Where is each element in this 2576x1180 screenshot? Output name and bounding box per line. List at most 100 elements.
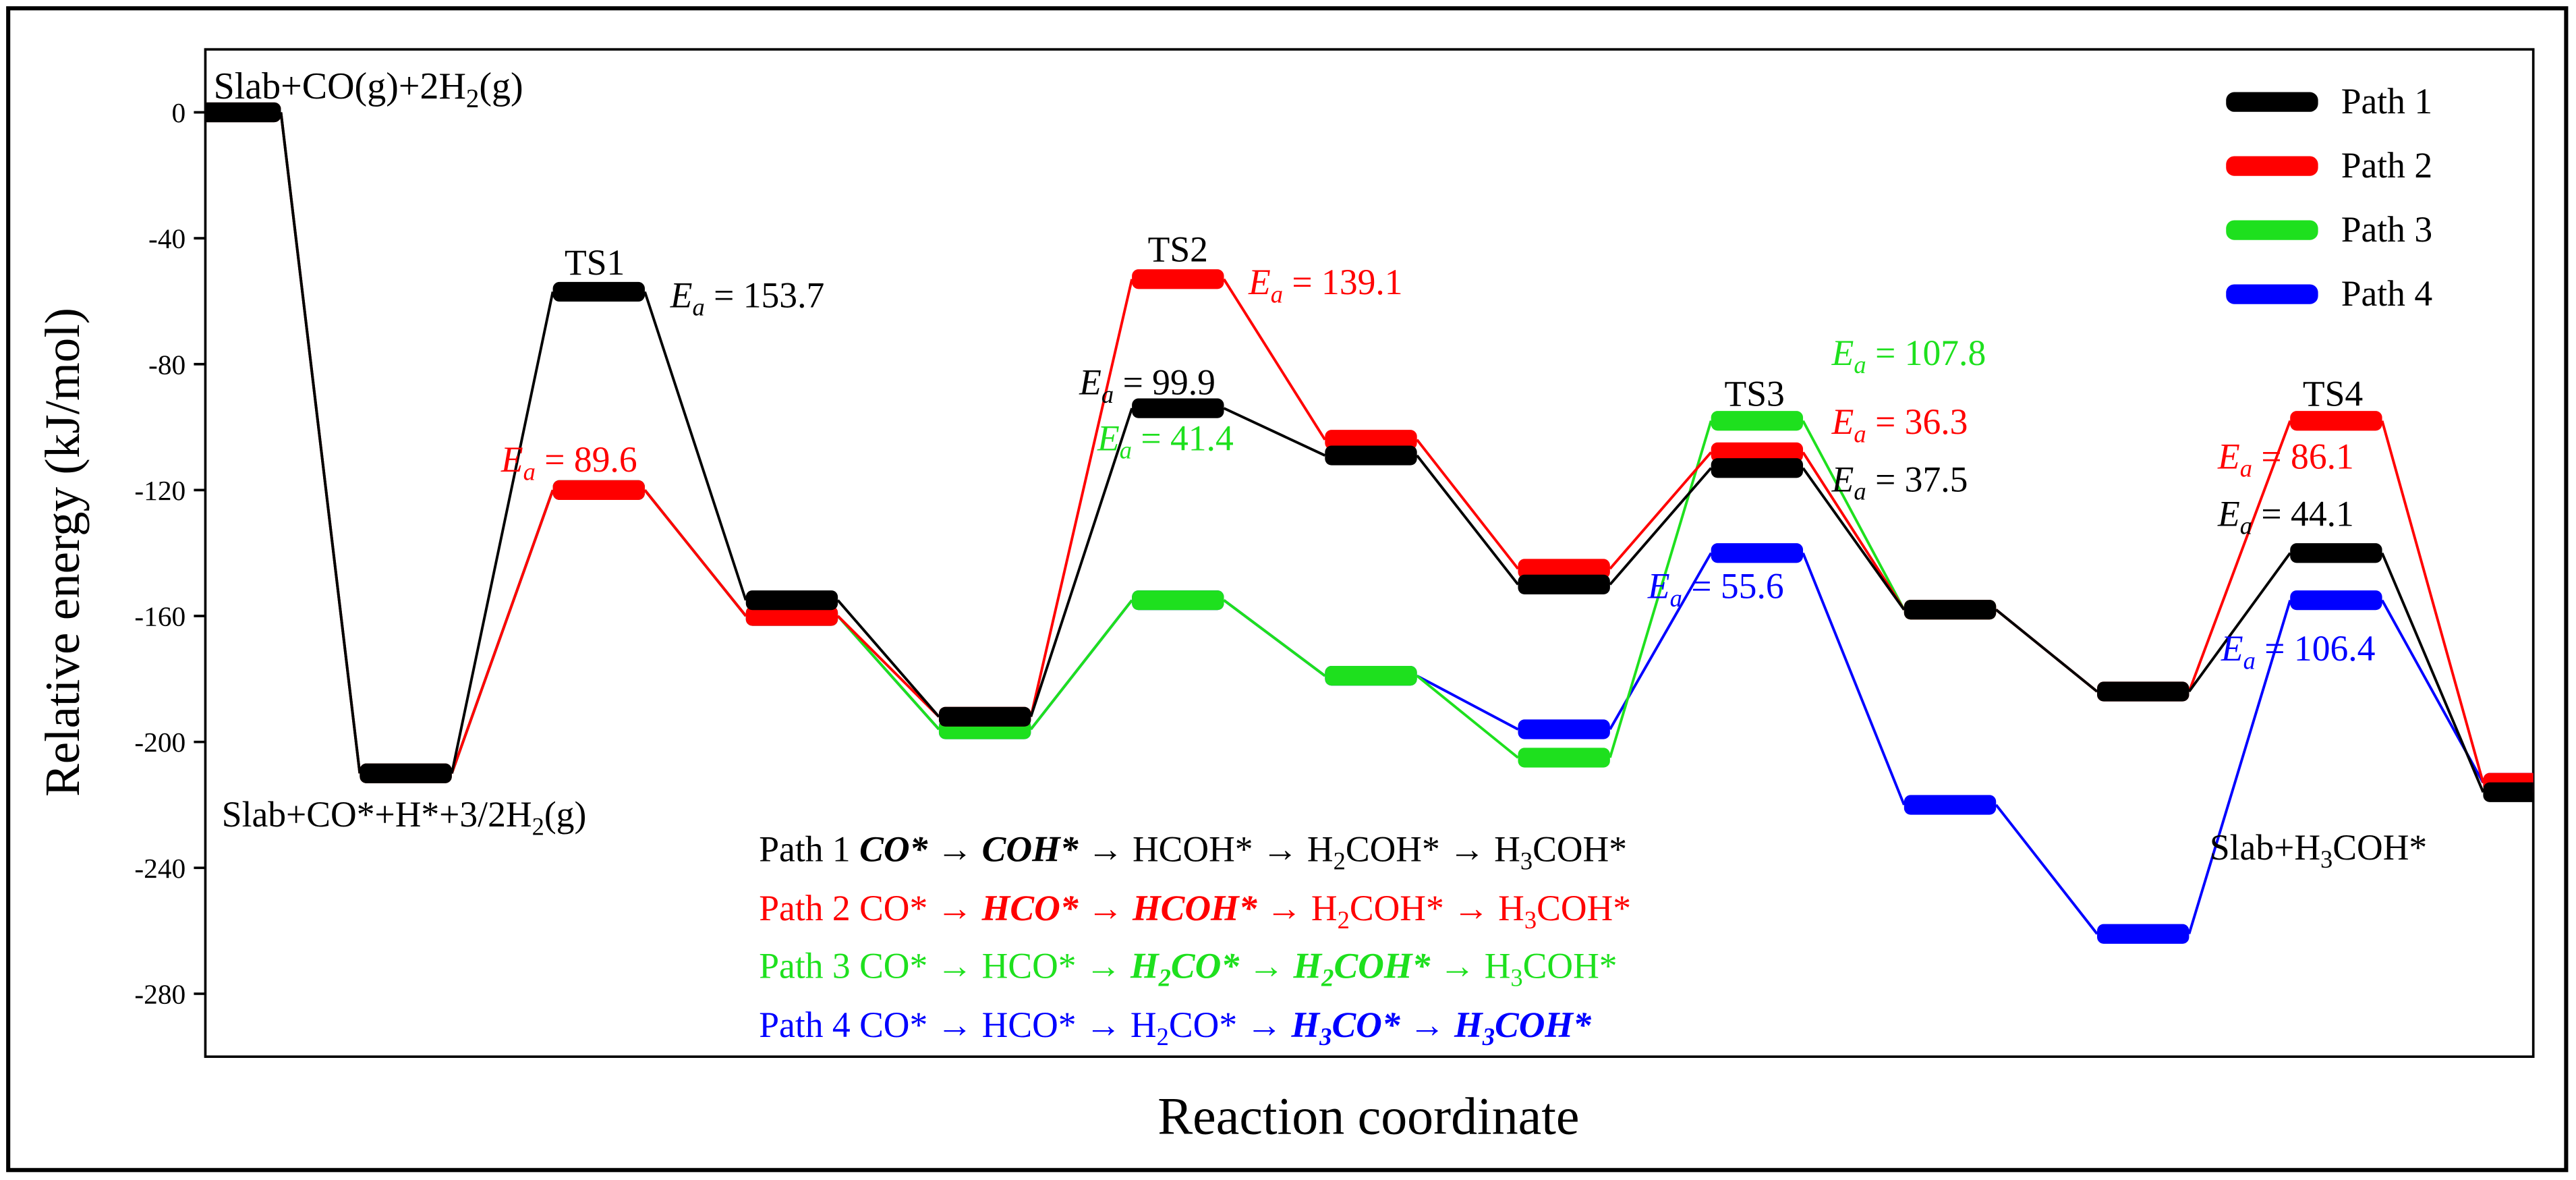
y-axis-title: Relative energy (kJ/mol) <box>35 308 90 797</box>
annotation-part: CO* <box>1332 1005 1400 1045</box>
y-tick-label: -120 <box>134 475 185 506</box>
connector <box>1223 599 1326 677</box>
annotation: Ea = 37.5 <box>1831 459 1968 505</box>
connector <box>2187 420 2292 692</box>
annotation-part: 3 <box>1510 963 1522 991</box>
annotation: Ea = 41.4 <box>1097 418 1234 463</box>
y-tick-label: 0 <box>172 97 186 128</box>
annotation: Ea = 89.6 <box>500 439 637 485</box>
annotation-part: = 55.6 <box>1682 566 1784 607</box>
annotation-part: a <box>1854 478 1866 505</box>
annotation-part: = 36.3 <box>1866 401 1968 442</box>
y-tick-label: -280 <box>134 979 185 1010</box>
energy-level <box>1132 398 1224 418</box>
annotation-part: E <box>1831 459 1854 499</box>
annotation-part: Slab+H <box>2210 827 2320 868</box>
annotation-part: E <box>670 275 693 316</box>
annotation: Ea = 107.8 <box>1831 333 1986 378</box>
connector <box>1802 420 1906 611</box>
energy-level <box>1132 590 1224 611</box>
annotation-part: E <box>1248 262 1271 302</box>
annotation-part: 2 <box>532 812 544 840</box>
legend-label: Path 2 <box>2341 145 2432 186</box>
annotation-part: E <box>1647 566 1670 607</box>
annotation-part: = 107.8 <box>1866 333 1986 373</box>
annotation: Path 3 CO* → HCO* → H2CO* → H2COH* → H3C… <box>759 945 1617 991</box>
annotation-part: a <box>692 293 704 321</box>
connector <box>2380 420 2485 783</box>
energy-level <box>1325 430 1417 450</box>
energy-level <box>1711 411 1804 431</box>
connector <box>1029 408 1133 717</box>
annotation-part: TS1 <box>565 242 625 283</box>
annotation-part: CO* <box>1171 945 1240 986</box>
energy-level <box>2290 543 2382 563</box>
connector <box>836 599 940 718</box>
legend-label: Path 3 <box>2341 209 2432 250</box>
annotation-part: → <box>1400 1005 1454 1045</box>
annotation-part: H <box>1292 945 1323 986</box>
connector <box>836 615 940 718</box>
y-tick-label: -160 <box>134 601 185 632</box>
connector <box>643 489 747 617</box>
annotation: Slab+H3COH* <box>2210 827 2427 873</box>
annotation: Path 4 CO* → HCO* → H2CO* → H3CO* → H3CO… <box>759 1005 1592 1050</box>
annotation-part: COH* → H <box>1346 828 1520 869</box>
connector <box>2187 600 2292 934</box>
annotation-part: = 89.6 <box>536 439 637 480</box>
annotation-part: 2 <box>1334 847 1346 875</box>
energy-level <box>2483 782 2534 802</box>
annotation-part: CO* <box>859 828 928 869</box>
annotation: Path 1 CO* → COH* → HCOH* → H2COH* → H3C… <box>759 828 1627 874</box>
annotation: Ea = 153.7 <box>670 275 825 321</box>
energy-level <box>552 281 645 302</box>
annotation-part: Slab+CO*+H*+3/2H <box>222 794 532 835</box>
annotation-part: → <box>927 828 981 869</box>
annotation-part: Slab+CO(g)+2H <box>214 65 466 107</box>
legend-swatch <box>2226 92 2318 112</box>
annotation-part: Path 3 CO* → HCO* → <box>759 945 1130 986</box>
annotation-part: 3 <box>1319 1023 1332 1050</box>
annotation-part: a <box>1101 381 1114 408</box>
annotation-part: 3 <box>1482 1023 1495 1050</box>
annotation: Ea = 139.1 <box>1248 262 1403 308</box>
annotation: TS1 <box>565 242 625 283</box>
annotation: TS3 <box>1725 374 1785 414</box>
connector <box>1802 552 1906 806</box>
annotation-part: = 44.1 <box>2252 494 2354 534</box>
y-tick-label: -80 <box>148 349 185 380</box>
annotation-part: E <box>2217 494 2240 534</box>
annotation-part: Path 1 <box>759 828 859 869</box>
annotation: Slab+CO*+H*+3/2H2(g) <box>222 794 587 840</box>
annotation: TS2 <box>1148 229 1208 269</box>
energy-level <box>360 763 452 783</box>
annotation-part: 2 <box>1321 963 1334 991</box>
annotation: Ea = 55.6 <box>1647 566 1784 612</box>
annotation-part: a <box>2240 454 2252 482</box>
energy-level <box>2290 411 2382 431</box>
connector <box>1222 278 1326 441</box>
energy-level <box>2097 924 2189 944</box>
energy-level <box>745 606 838 626</box>
annotation-part: a <box>1854 351 1866 378</box>
connector <box>836 615 940 731</box>
annotation-part: = 86.1 <box>2252 436 2354 476</box>
energy-level <box>1904 795 1997 815</box>
annotation-part: → <box>1239 945 1293 986</box>
annotation-part: E <box>1079 362 1101 403</box>
annotation-part: a <box>523 457 536 485</box>
annotation: Ea = 86.1 <box>2217 436 2354 482</box>
connector <box>450 489 554 774</box>
connector <box>450 291 554 774</box>
connector <box>1609 467 1713 586</box>
energy-level <box>2290 590 2382 611</box>
annotation-part: 3 <box>1524 906 1537 934</box>
annotation-part: CO* → <box>1169 1005 1292 1045</box>
annotation-part: → <box>1079 888 1133 928</box>
annotation-part: Path 4 CO* → HCO* → H <box>759 1005 1156 1045</box>
annotation-part: a <box>2240 512 2252 540</box>
y-tick-label: -200 <box>134 727 185 758</box>
annotation-part: = 139.1 <box>1283 262 1403 302</box>
annotation-part: TS4 <box>2303 374 2363 414</box>
annotation-part: H <box>1290 1005 1321 1045</box>
